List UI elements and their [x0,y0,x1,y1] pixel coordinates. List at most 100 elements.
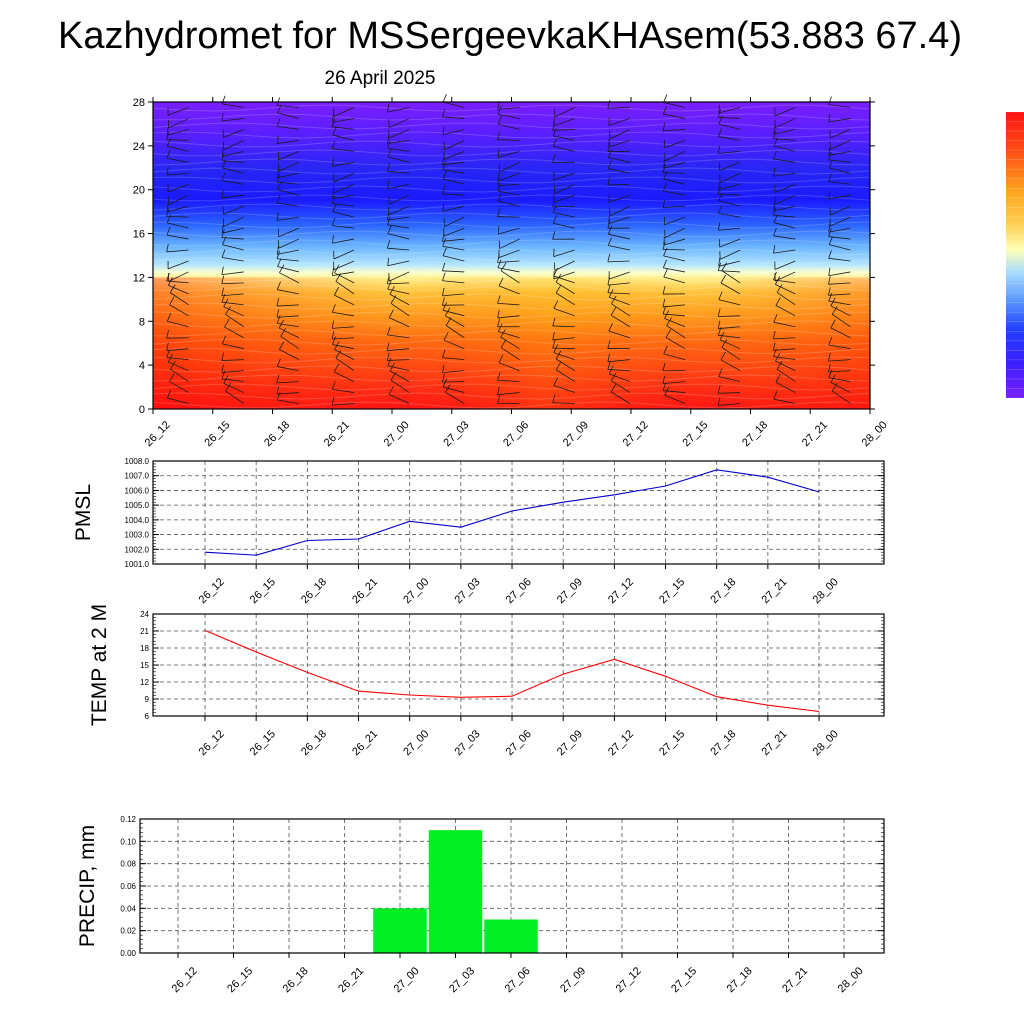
wind-barb-shaft [223,216,244,227]
wind-barb-flag [500,339,507,348]
wind-barb-flag [279,341,285,350]
wind-barb [167,118,189,129]
wind-barb [720,351,741,371]
wind-barb-shaft [773,129,796,135]
wind-barb-shaft [553,249,575,258]
wind-barb-flag [166,131,170,140]
wind-barb-flag [442,364,445,373]
wind-barb-flag [166,342,169,351]
wind-barb [552,339,575,350]
wind-barb-flag [662,182,667,192]
wind-barb-shaft [223,306,244,317]
wind-barb-flag [610,306,617,316]
wind-barb [555,273,575,295]
wind-barb [553,271,575,280]
wind-barb-shaft [170,292,189,306]
wind-barb-shaft [168,118,189,129]
wind-barb [221,189,244,199]
wind-barb [497,106,520,119]
wind-barb [279,264,300,284]
wind-barb-shaft [828,377,851,382]
wind-barb [718,128,741,141]
wind-barb-shaft [389,317,410,328]
y-tick-label: 1006.0 [125,486,150,495]
wind-barb [441,297,465,306]
wind-barb-flag [276,297,280,307]
wind-barb [717,385,741,394]
wind-barb [607,361,630,372]
wind-barb-flag [331,195,336,204]
wind-barb-shaft [664,150,686,162]
wind-barb-flag [497,295,501,304]
wind-barb [498,161,520,173]
wind-barb-flag [828,96,832,105]
x-tick-label: 26_12 [170,965,200,995]
wind-barb [167,260,189,270]
wind-barb-shaft [167,145,189,152]
wind-barb-flag [221,266,224,275]
wind-barb-shaft [662,313,685,317]
wind-barb-flag [552,331,555,341]
wind-barb-flag [828,173,832,182]
wind-barb-shaft [555,358,575,371]
wind-barb [169,361,189,382]
contour-line [152,104,871,112]
x-tick-label: 27_21 [760,576,790,606]
wind-barb-shaft [278,238,300,249]
wind-barb-flag [662,241,666,250]
wind-barb-shaft [278,150,300,161]
wind-barb [331,190,355,200]
contour-line [152,158,871,166]
wind-barb-flag [442,170,447,180]
wind-barb-shaft [389,293,410,306]
wind-barb [331,397,355,406]
wind-barb [828,353,851,362]
wind-barb-shaft [663,178,686,185]
wind-barb [335,273,355,295]
wind-barb-flag [718,205,722,214]
wind-barb [221,266,244,276]
wind-barb-shaft [610,391,631,404]
wind-barb [166,342,189,352]
wind-barb-shaft [442,169,465,174]
wind-barb-flag [611,372,617,381]
wind-barb-shaft [332,194,355,200]
wind-barb-shaft [442,255,465,262]
wind-barb-flag [663,94,668,103]
y-tick-label: 1008.0 [125,457,150,466]
y-tick-label: 18 [140,644,149,653]
wind-barb-shaft [169,304,189,317]
wind-barb [278,227,300,238]
wind-barb-flag [221,275,225,284]
wind-barb [776,360,796,382]
wind-barb [552,317,575,328]
wind-barb-flag [828,224,831,233]
wind-barb-flag [276,174,281,183]
wind-barb-shaft [169,381,189,393]
wind-barb-shaft [442,161,465,166]
wind-barb [500,262,520,284]
wind-barb [388,386,410,404]
wind-barb [665,329,686,350]
x-tick-label: 26_15 [202,419,232,449]
wind-barb-flag [830,319,836,329]
y-tick-label: 1007.0 [125,472,150,481]
wind-barb-shaft [553,352,575,361]
plot-frame [139,818,885,954]
wind-barb [333,260,355,271]
wind-barb-flag [442,126,445,135]
wind-barb [331,217,355,229]
wind-barb-shaft [555,369,575,382]
wind-barb-shaft [609,205,630,217]
wind-barb-shaft [333,183,355,194]
wind-barb-shaft [497,113,520,119]
wind-barb-shaft [166,157,189,163]
wind-barb-shaft [607,359,630,363]
wind-barb-shaft [167,260,189,270]
wind-barb-shaft [830,216,851,227]
wind-barb [717,262,741,273]
wind-barb [775,297,796,317]
y-tick-label: 15 [140,661,149,670]
wind-barb-shaft [718,227,741,231]
wind-barb [828,147,851,156]
